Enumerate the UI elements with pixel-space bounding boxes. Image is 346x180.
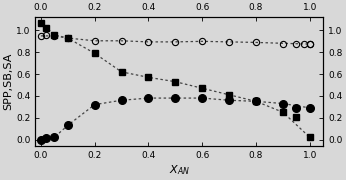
Y-axis label: SPP,SB,SA: SPP,SB,SA bbox=[3, 53, 13, 110]
X-axis label: $X_{AN}$: $X_{AN}$ bbox=[169, 163, 190, 177]
